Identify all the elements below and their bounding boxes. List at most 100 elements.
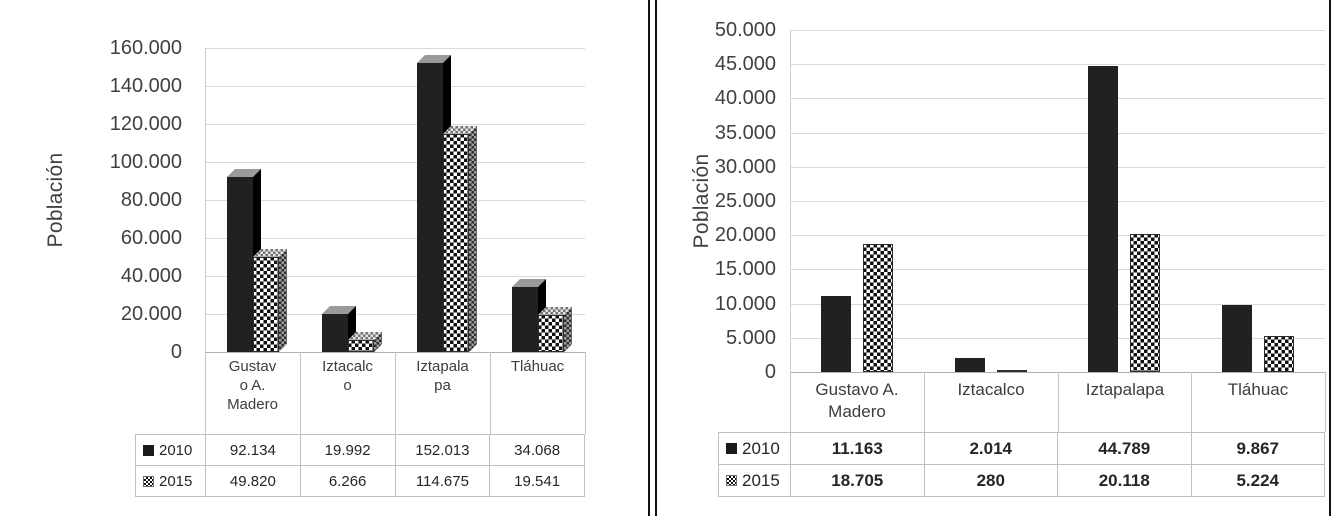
legend-label-2010: 2010 — [159, 441, 193, 459]
table-value-2015-iztacalco: 6.266 — [300, 466, 396, 497]
y-axis-tick-label: 30.000 — [714, 156, 776, 178]
y-axis-tick-label: 50.000 — [714, 19, 776, 41]
bar-2015-gustavo-a-madero — [863, 244, 893, 372]
category-column-separator — [300, 352, 301, 434]
bar-top-face — [538, 307, 572, 315]
legend-label-2010: 2010 — [742, 438, 780, 458]
gridline — [790, 304, 1325, 305]
bar-2015-tl-huac — [1264, 336, 1294, 372]
gridline — [205, 314, 585, 315]
bar-2010-iztapalapa — [1088, 66, 1118, 372]
category-label-tl-huac: Tláhuac — [1227, 380, 1289, 399]
bar-top-face — [322, 306, 356, 314]
gridline — [790, 235, 1325, 236]
bar-top-face — [417, 55, 451, 63]
bar-top-face — [443, 126, 477, 134]
y-axis-title: Población — [44, 152, 67, 248]
y-axis-tick-label: 45.000 — [714, 53, 776, 75]
bar-2015-iztapalapa — [1130, 234, 1160, 372]
bar-2015-tl-huac — [538, 307, 572, 352]
legend-swatch-checker-icon — [726, 475, 737, 486]
table-value-2015-iztapalapa: 114.675 — [395, 466, 491, 497]
bar-2010-tl-huac — [512, 279, 546, 352]
table-value-2010-iztacalco: 19.992 — [300, 435, 396, 466]
legend-swatch-checker-icon — [143, 475, 154, 487]
bar-top-face — [227, 169, 261, 177]
y-axis-tick-label: 140.000 — [109, 75, 182, 97]
gridline — [205, 276, 585, 277]
bar-2010-iztacalco — [322, 306, 356, 352]
y-axis-tick-label: 10.000 — [714, 293, 776, 315]
bar-2010-tl-huac — [1222, 305, 1252, 372]
right-border-line — [1329, 0, 1331, 516]
y-axis-tick-label: 0 — [170, 341, 182, 363]
table-value-2010-iztacalco: 2.014 — [924, 433, 1058, 465]
y-axis-tick-label: 20.000 — [714, 224, 776, 246]
y-axis-tick-label: 40.000 — [714, 87, 776, 109]
gridline — [790, 201, 1325, 202]
table-value-2015-gustavo-a-madero: 49.820 — [206, 466, 301, 497]
bar-2015-iztacalco — [348, 332, 382, 352]
bar-2015-gustavo-a-madero — [253, 249, 287, 352]
category-label-iztacalco: Iztacalc o — [322, 358, 373, 395]
bar-side-face — [469, 126, 477, 352]
y-axis-tick-label: 25.000 — [714, 190, 776, 212]
table-value-2015-tl-huac: 19.541 — [490, 466, 585, 497]
gridline — [790, 133, 1325, 134]
bar-side-face — [348, 306, 356, 352]
legend-label-2015: 2015 — [742, 470, 780, 490]
gridline — [790, 98, 1325, 99]
legend-label-2015: 2015 — [159, 472, 193, 490]
bar-2015-iztacalco — [997, 370, 1027, 372]
data-table: 2010 11.163 2.014 44.789 9.867 2015 18.705 280 2… — [718, 432, 1325, 497]
legend-2010: 2010 — [719, 433, 791, 465]
bar-2010-iztacalco — [955, 358, 985, 372]
population-chart-flat: Población 50.000 45.000 40.000 35.000 30.000 2… — [660, 0, 1344, 516]
category-column-separator — [205, 352, 206, 434]
y-axis-tick-label: 60.000 — [120, 227, 182, 249]
table-value-2015-tl-huac: 5.224 — [1191, 465, 1325, 497]
bar-side-face — [564, 307, 572, 352]
category-column-separator — [1058, 372, 1059, 432]
table-value-2010-iztapalapa: 152.013 — [395, 435, 491, 466]
plot-area — [790, 30, 1325, 372]
table-value-2010-gustavo-a-madero: 11.163 — [791, 433, 925, 465]
category-column-separator — [395, 352, 396, 434]
table-value-2010-tl-huac: 9.867 — [1191, 433, 1325, 465]
table-value-2010-tl-huac: 34.068 — [490, 435, 585, 466]
table-value-2010-gustavo-a-madero: 92.134 — [206, 435, 301, 466]
gridline — [205, 86, 585, 87]
y-axis-tick-label: 5.000 — [725, 327, 776, 349]
y-axis-tick-label: 160.000 — [109, 37, 182, 59]
y-axis-tick-label: 15.000 — [714, 258, 776, 280]
category-label-gustavo-a-madero: Gustav o A. Madero — [227, 358, 278, 414]
legend-swatch-solid-icon — [726, 443, 737, 454]
y-axis-tick-label: 100.000 — [109, 151, 182, 173]
bar-side-face — [374, 332, 382, 352]
legend-2010: 2010 — [136, 435, 206, 466]
gridline — [205, 162, 585, 163]
category-column-separator — [790, 372, 791, 432]
table-value-2015-gustavo-a-madero: 18.705 — [791, 465, 925, 497]
y-axis-tick-label: 80.000 — [120, 189, 182, 211]
category-label-tl-huac: Tláhuac — [510, 358, 565, 375]
bar-2015-iztapalapa — [443, 126, 477, 352]
gridline — [790, 269, 1325, 270]
y-axis-tick-label: 35.000 — [714, 122, 776, 144]
y-axis-tick-label: 40.000 — [120, 265, 182, 287]
y-axis-line — [205, 48, 206, 352]
bar-side-face — [279, 249, 287, 352]
category-column-separator — [924, 372, 925, 432]
x-axis-line — [790, 372, 1325, 373]
table-value-2015-iztapalapa: 20.118 — [1058, 465, 1192, 497]
data-table: 2010 92.134 19.992 152.013 34.068 2015 49.820 6… — [135, 434, 585, 497]
bar-2010-iztapalapa — [417, 55, 451, 352]
gridline — [790, 30, 1325, 31]
bar-top-face — [348, 332, 382, 340]
legend-2015: 2015 — [136, 466, 206, 497]
category-column-separator — [585, 352, 586, 434]
category-column-separator — [490, 352, 491, 434]
y-axis-tick-label: 0 — [764, 361, 776, 383]
gridline — [205, 124, 585, 125]
